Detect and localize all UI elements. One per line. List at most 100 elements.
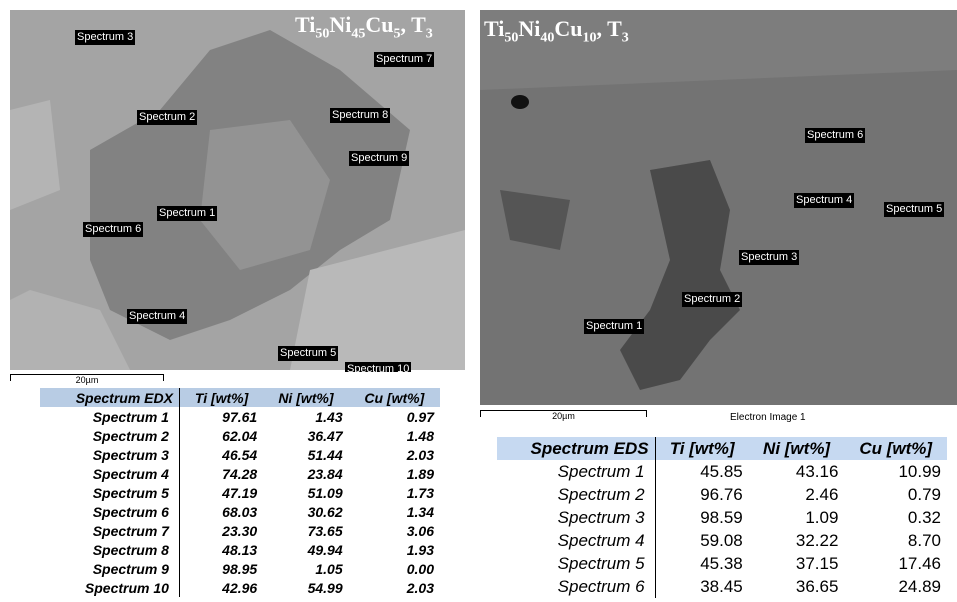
table-cell: 43.16: [749, 460, 845, 483]
table-cell: 98.95: [179, 559, 263, 578]
table-cell: 46.54: [179, 445, 263, 464]
table-cell: 1.09: [749, 506, 845, 529]
image-title: Ti50Ni45Cu5, T3: [295, 12, 433, 42]
page: {"left": {"title_parts": ["Ti", "50", "N…: [0, 0, 957, 602]
table-cell: 96.76: [655, 483, 749, 506]
spectrum-label: Spectrum 8: [330, 108, 390, 123]
table-cell: 0.97: [349, 407, 440, 426]
spectrum-label: Spectrum 5: [278, 346, 338, 361]
header-cell: Ni [wt%]: [263, 388, 348, 407]
scale-label: 20µm: [552, 411, 575, 421]
table-cell: 3.06: [349, 521, 440, 540]
table-cell: 23.30: [179, 521, 263, 540]
table-cell: 30.62: [263, 502, 348, 521]
table-cell: Spectrum 4: [40, 464, 179, 483]
table-cell: 2.46: [749, 483, 845, 506]
table-cell: 36.65: [749, 575, 845, 598]
title-part: 3: [426, 26, 433, 41]
spectrum-label: Spectrum 2: [682, 292, 742, 307]
table-cell: 24.89: [844, 575, 947, 598]
title-part: 45: [351, 26, 365, 41]
title-part: 50: [504, 30, 518, 45]
title-part: , T: [401, 12, 426, 37]
table-cell: Spectrum 10: [40, 578, 179, 597]
title-part: , T: [597, 16, 622, 41]
spectrum-label: Spectrum 4: [127, 309, 187, 324]
header-cell: Ti [wt%]: [179, 388, 263, 407]
table-cell: 2.03: [349, 445, 440, 464]
table-cell: 51.09: [263, 483, 348, 502]
table-cell: 38.45: [655, 575, 749, 598]
header-row: Spectrum EDSTi [wt%]Ni [wt%]Cu [wt%]: [497, 437, 947, 460]
table-cell: 2.03: [349, 578, 440, 597]
header-cell: Ti [wt%]: [655, 437, 749, 460]
image-title: Ti50Ni40Cu10, T3: [484, 16, 629, 46]
table-cell: 1.48: [349, 426, 440, 445]
table-cell: 51.44: [263, 445, 348, 464]
header-cell: Cu [wt%]: [349, 388, 440, 407]
spectrum-label: Spectrum 10: [345, 362, 411, 372]
table-cell: Spectrum 8: [40, 540, 179, 559]
table-cell: Spectrum 5: [40, 483, 179, 502]
header-cell: Spectrum EDS: [497, 437, 655, 460]
table-cell: 68.03: [179, 502, 263, 521]
table-cell: 1.34: [349, 502, 440, 521]
table-cell: 1.73: [349, 483, 440, 502]
spectrum-label: Spectrum 2: [137, 110, 197, 125]
header-cell: Ni [wt%]: [749, 437, 845, 460]
spectrum-label: Spectrum 3: [75, 30, 135, 45]
spectrum-label: Spectrum 7: [374, 52, 434, 67]
title-part: Ni: [518, 16, 540, 41]
spectrum-label: Spectrum 6: [805, 128, 865, 143]
scale-label: 20µm: [76, 375, 99, 385]
table-cell: 23.84: [263, 464, 348, 483]
table-cell: 47.19: [179, 483, 263, 502]
table-cell: Spectrum 3: [497, 506, 655, 529]
table-cell: Spectrum 2: [40, 426, 179, 445]
header-cell: Spectrum EDX: [40, 388, 179, 407]
table-cell: Spectrum 2: [497, 483, 655, 506]
table-cell: 73.65: [263, 521, 348, 540]
table-cell: Spectrum 3: [40, 445, 179, 464]
table-cell: Spectrum 4: [497, 529, 655, 552]
scale-bar: 20µm: [480, 410, 647, 417]
table-cell: 45.85: [655, 460, 749, 483]
table-cell: 1.89: [349, 464, 440, 483]
title-part: Cu: [365, 12, 393, 37]
spectrum-label: Spectrum 5: [884, 202, 944, 217]
table-cell: Spectrum 6: [497, 575, 655, 598]
spectrum-label: Spectrum 6: [83, 222, 143, 237]
table-row: Spectrum 668.0330.621.34: [40, 502, 440, 521]
title-part: 50: [315, 26, 329, 41]
table-cell: 45.38: [655, 552, 749, 575]
title-part: Cu: [554, 16, 582, 41]
table-cell: 0.79: [844, 483, 947, 506]
image-caption: Electron Image 1: [730, 412, 806, 423]
spectrum-label: Spectrum 1: [584, 319, 644, 334]
table-cell: 0.00: [349, 559, 440, 578]
table-cell: 1.05: [263, 559, 348, 578]
table-cell: Spectrum 1: [497, 460, 655, 483]
title-part: Ni: [329, 12, 351, 37]
table-cell: 42.96: [179, 578, 263, 597]
table-cell: 36.47: [263, 426, 348, 445]
table-cell: 8.70: [844, 529, 947, 552]
table-cell: 17.46: [844, 552, 947, 575]
table-cell: 54.99: [263, 578, 348, 597]
title-part: Ti: [295, 12, 315, 37]
table-row: Spectrum 145.8543.1610.99: [497, 460, 947, 483]
table-cell: Spectrum 7: [40, 521, 179, 540]
table-cell: 59.08: [655, 529, 749, 552]
